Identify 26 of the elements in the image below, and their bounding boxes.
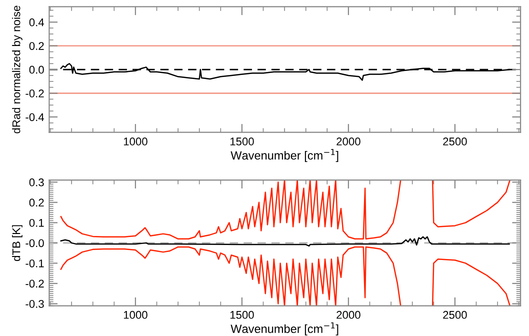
y-tick-label: -0.2 — [26, 280, 44, 288]
y-tick-label: 0.2 — [29, 42, 44, 50]
x-tick-label: 2000 — [336, 310, 360, 319]
x-axis-title: Wavenumber [cm$^{−1}$] — [230, 148, 338, 162]
x-tick-label: 1000 — [124, 310, 148, 319]
y-tick-label: -0.4 — [26, 113, 44, 122]
x-tick-label: 2500 — [443, 138, 467, 146]
x-tick-label: 1500 — [230, 310, 254, 319]
x-tick-label: 2000 — [336, 138, 360, 146]
y-tick-label: -0.0 — [26, 239, 44, 248]
x-axis-title: Wavenumber [cm$^{−1}$] — [230, 322, 338, 336]
y-tick-label: -0.3 — [26, 300, 44, 308]
y-tick-label: -0.1 — [26, 259, 44, 268]
y-axis-title: dRad normalized by noise — [12, 6, 22, 134]
y-tick-label: -0.2 — [26, 90, 44, 98]
x-tick-label: 1500 — [230, 138, 254, 146]
y-tick-label: 0.1 — [29, 218, 44, 227]
y-tick-label: 0.4 — [29, 18, 44, 26]
y-axis-title: dTB [K] — [12, 225, 22, 261]
y-tick-label: 0.3 — [29, 178, 44, 186]
y-tick-label: 0.0 — [29, 66, 44, 74]
line-series — [60, 62, 510, 81]
y-tick-label: 0.2 — [29, 198, 44, 207]
line-series — [60, 236, 510, 247]
x-tick-label: 1000 — [124, 138, 148, 146]
x-tick-label: 2500 — [443, 310, 467, 319]
